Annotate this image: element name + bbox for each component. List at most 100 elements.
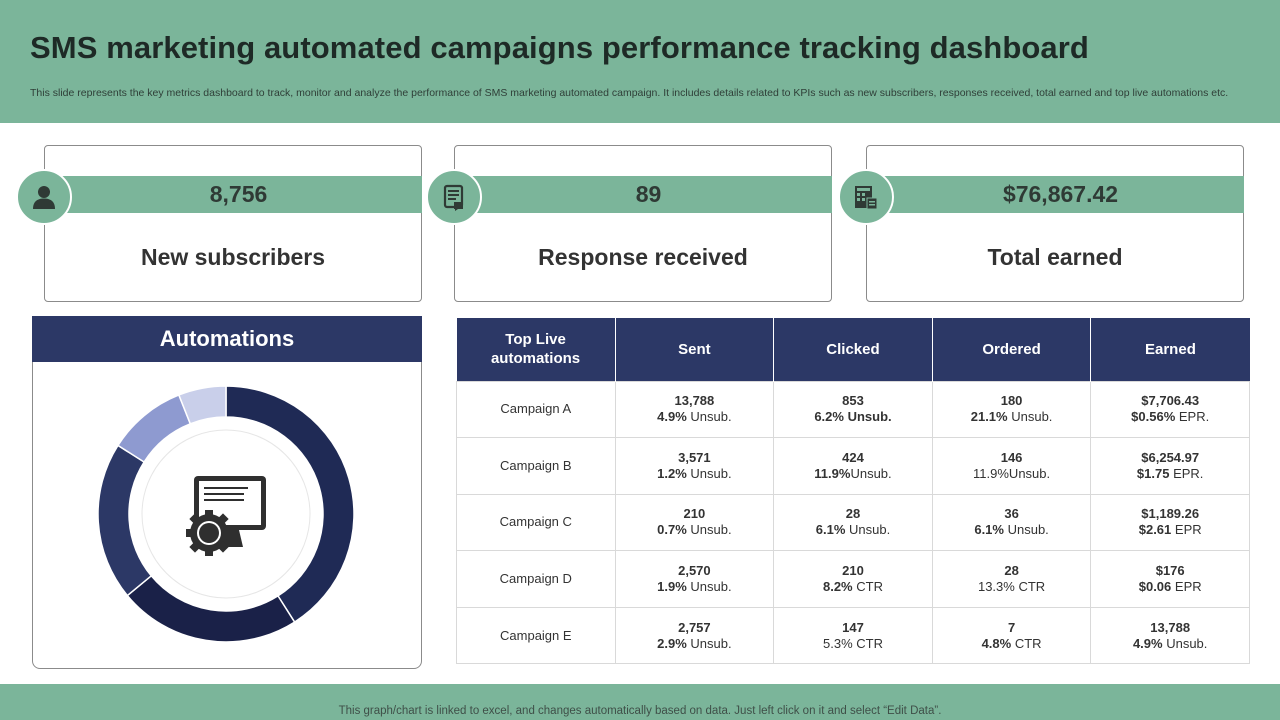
user-icon xyxy=(16,169,72,225)
kpi-band: 89 xyxy=(465,176,832,213)
cell-value: 36 xyxy=(1004,506,1019,522)
message-icon xyxy=(426,169,482,225)
header-banner: SMS marketing automated campaigns perfor… xyxy=(0,0,1280,123)
cell-metric-value: 6.1% xyxy=(815,522,846,538)
kpi-card-responses: 89 Response received xyxy=(426,145,832,302)
cell-clicked: 147 5.3% CTR xyxy=(773,606,933,665)
cell-clicked: 853 6.2% Unsub. xyxy=(773,380,933,439)
cell-value: 146 xyxy=(1000,449,1023,465)
cell-metric: 4.9% Unsub. xyxy=(657,409,731,424)
cell-value: 28 xyxy=(845,506,861,522)
cell-metric-unit: Unsub. xyxy=(1162,635,1208,651)
cell-metric: $0.06 EPR xyxy=(1139,579,1202,594)
cell-sent: 2,570 1.9% Unsub. xyxy=(614,550,775,608)
cell-metric-unit: Unsub. xyxy=(850,465,892,481)
cell-metric: 4.8% CTR xyxy=(982,636,1042,651)
cell-earned: 13,788 4.9% Unsub. xyxy=(1090,606,1250,665)
cell-value: 3,571 xyxy=(678,449,711,465)
cell-metric-unit: Unsub. xyxy=(686,522,732,538)
cell-metric: 6.2% Unsub. xyxy=(814,409,891,424)
kpi-label: New subscribers xyxy=(140,244,326,270)
cell-metric-unit: EPR xyxy=(1171,579,1202,595)
cell-clicked: 28 6.1% Unsub. xyxy=(773,493,933,552)
cell-value: 853 xyxy=(842,393,864,409)
cell-metric-value: $0.06 xyxy=(1138,579,1172,595)
cell-value: 2,757 xyxy=(678,619,711,635)
footer-banner xyxy=(0,684,1280,720)
table-header: Ordered xyxy=(932,318,1092,381)
cell-metric: 0.7% Unsub. xyxy=(657,522,731,537)
cell-metric: 1.2% Unsub. xyxy=(657,466,731,481)
kpi-value: 8,756 xyxy=(209,181,268,207)
cell-ordered: 28 13.3% CTR xyxy=(931,550,1092,608)
cell-value: 210 xyxy=(683,506,706,522)
kpi-card-subscribers: 8,756 New subscribers xyxy=(16,145,422,302)
kpi-value: 89 xyxy=(635,181,662,207)
cell-value: $6,254.97 xyxy=(1141,449,1200,465)
cell-ordered: 7 4.8% CTR xyxy=(931,606,1092,665)
cell-metric: 11.9%Unsub. xyxy=(973,466,1050,481)
cell-metric-unit: Unsub. xyxy=(845,522,891,538)
automations-donut xyxy=(97,385,355,643)
cell-metric: 13.3% CTR xyxy=(978,579,1045,594)
automations-panel: Automations xyxy=(32,316,422,669)
cell-earned: $7,706.43 $0.56% EPR. xyxy=(1090,380,1250,439)
cell-metric-value: 6.2% Unsub. xyxy=(814,409,892,425)
cell-clicked: 424 11.9%Unsub. xyxy=(773,437,933,495)
cell-metric-value: 0.7% xyxy=(657,522,687,538)
cell-metric-unit: CTR xyxy=(852,579,883,595)
cell-metric-value: 6.1% xyxy=(974,522,1004,538)
cell-metric-value: 2.9% xyxy=(657,635,687,651)
cell-metric-unit: Unsub. xyxy=(686,579,732,595)
calculator-icon xyxy=(838,169,894,225)
cell-metric-value: 8.2% xyxy=(822,579,853,595)
cell-metric-unit: EPR. xyxy=(1175,409,1210,425)
cell-value: 13,788 xyxy=(1150,619,1191,635)
cell-metric-unit: Unsub. xyxy=(1007,409,1053,425)
cell-metric: 1.9% Unsub. xyxy=(657,579,731,594)
cell-metric: 21.1% Unsub. xyxy=(971,409,1053,424)
table-row: Campaign B 3,571 1.2% Unsub. 424 11.9%Unsub.… xyxy=(456,437,1250,495)
table-header: Earned xyxy=(1090,318,1250,381)
cell-metric-unit: Unsub. xyxy=(686,635,732,651)
cell-earned: $1,189.26 $2.61 EPR xyxy=(1090,493,1250,552)
table-header: Top Live automations xyxy=(456,318,616,381)
cell-sent: 3,571 1.2% Unsub. xyxy=(614,437,775,495)
table-row: Campaign A 13,788 4.9% Unsub. 853 6.2% Unsub… xyxy=(456,380,1250,439)
kpi-label: Response received xyxy=(538,244,748,270)
cell-metric: 8.2% CTR xyxy=(823,579,883,594)
campaign-name: Campaign B xyxy=(456,437,616,495)
cell-metric-value: 4.8% xyxy=(981,635,1012,651)
table-row: Campaign D 2,570 1.9% Unsub. 210 8.2% CTR 28 1… xyxy=(456,550,1250,608)
cell-metric-unit: EPR. xyxy=(1169,465,1204,481)
campaign-name: Campaign C xyxy=(456,493,616,552)
cell-metric: $0.56% EPR. xyxy=(1131,409,1209,424)
cell-metric: 11.9%Unsub. xyxy=(814,466,891,481)
campaign-name: Campaign E xyxy=(456,606,616,665)
cell-value: 147 xyxy=(842,619,864,635)
table-row: Campaign C 210 0.7% Unsub. 28 6.1% Unsub. 36 6… xyxy=(456,493,1250,552)
cell-metric-value: $2.61 xyxy=(1138,522,1172,538)
cell-metric: 6.1% Unsub. xyxy=(816,522,890,537)
kpi-card-earned: $76,867.42 Total earned xyxy=(838,145,1244,302)
cell-metric-value: 4.9% xyxy=(1132,635,1163,651)
kpi-label: Total earned xyxy=(987,244,1123,270)
cell-metric-unit: 5.3% CTR xyxy=(823,635,883,651)
cell-value: $176 xyxy=(1155,563,1185,579)
cell-earned: $176 $0.06 EPR xyxy=(1090,550,1250,608)
page-subtitle: This slide represents the key metrics da… xyxy=(30,87,1229,99)
cell-value: 13,788 xyxy=(674,393,715,409)
monitor-gear-icon xyxy=(186,476,266,556)
cell-metric-value: 1.2% xyxy=(657,465,687,481)
cell-metric-value: 21.1% xyxy=(970,409,1008,425)
cell-ordered: 180 21.1% Unsub. xyxy=(931,380,1092,439)
cell-metric: 6.1% Unsub. xyxy=(974,522,1048,537)
kpi-band: $76,867.42 xyxy=(877,176,1244,213)
cell-value: 7 xyxy=(1007,619,1016,635)
cell-metric: 4.9% Unsub. xyxy=(1133,636,1207,651)
cell-earned: $6,254.97 $1.75 EPR. xyxy=(1090,437,1250,495)
cell-metric-value: 1.9% xyxy=(657,579,687,595)
kpi-band: 8,756 xyxy=(55,176,422,213)
cell-value: 210 xyxy=(842,563,864,579)
cell-ordered: 36 6.1% Unsub. xyxy=(931,493,1092,552)
